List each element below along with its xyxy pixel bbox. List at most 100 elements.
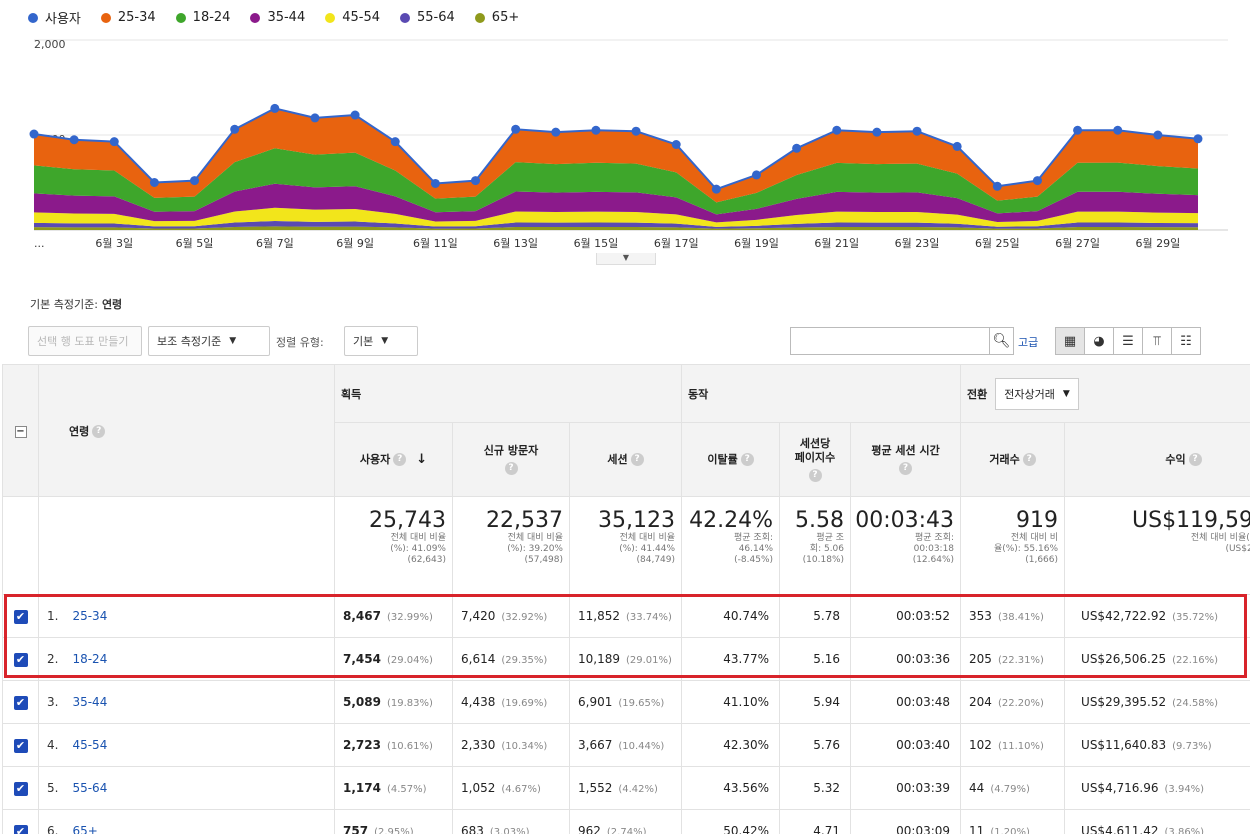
advanced-filter-link[interactable]: 고급	[1018, 336, 1039, 349]
users-data-point[interactable]	[29, 129, 39, 139]
chart-collapse-toggle[interactable]: ▼	[596, 253, 656, 265]
x-tick-label: 6월 17일	[654, 236, 699, 250]
column-header-users[interactable]: 사용자? ↓	[334, 422, 453, 497]
column-header-transactions[interactable]: 거래수?	[960, 422, 1066, 497]
column-header-revenue[interactable]: 수익?	[1064, 422, 1250, 497]
help-icon[interactable]: ?	[1022, 453, 1036, 466]
users-data-point[interactable]	[190, 176, 200, 186]
users-data-point[interactable]	[511, 124, 521, 134]
select-all-checkbox-cell[interactable]: −	[2, 364, 39, 497]
row-checkbox-cell[interactable]: ✔	[2, 637, 39, 681]
users-data-point[interactable]	[872, 127, 882, 137]
row-checkbox-cell[interactable]: ✔	[2, 723, 39, 767]
dimension-header[interactable]: 연령?	[38, 364, 335, 497]
age-group-link[interactable]: 18-24	[72, 652, 108, 666]
checkbox-checked-icon[interactable]: ✔	[13, 652, 28, 667]
pages-value: 5.76	[813, 738, 841, 752]
users-data-point[interactable]	[350, 110, 360, 120]
comparison-view-icon[interactable]: ⫪	[1142, 327, 1172, 355]
users-data-point[interactable]	[832, 125, 842, 135]
users-data-point[interactable]	[1073, 125, 1083, 135]
bar-view-icon[interactable]: ☰	[1113, 327, 1143, 355]
users-data-point[interactable]	[270, 103, 280, 113]
column-header-pages-per-session[interactable]: 세션당 페이지수?	[779, 422, 852, 497]
users-data-point[interactable]	[1113, 125, 1123, 135]
users-data-point[interactable]	[751, 170, 761, 180]
users-data-point[interactable]	[390, 137, 400, 147]
legend-item[interactable]: 35-44	[250, 8, 305, 27]
age-group-link[interactable]: 35-44	[72, 695, 108, 709]
column-header-sessions[interactable]: 세션?	[568, 422, 683, 497]
users-data-point[interactable]	[952, 141, 962, 151]
users-data-point[interactable]	[430, 178, 440, 188]
users-data-point[interactable]	[1193, 134, 1203, 144]
table-row[interactable]: ✔ 5. 55-64 1,174 (4.57%) 1,052 (4.67%) 1,552 (4.…	[2, 766, 1250, 810]
users-data-point[interactable]	[671, 140, 681, 149]
row-checkbox-cell[interactable]: ✔	[2, 680, 39, 724]
legend-item[interactable]: 사용자	[28, 8, 81, 27]
table-search-input[interactable]	[790, 327, 990, 355]
age-group-link[interactable]: 25-34	[72, 609, 108, 623]
row-checkbox-cell[interactable]: ✔	[2, 594, 39, 638]
deselect-all-icon[interactable]: −	[14, 425, 27, 438]
table-row[interactable]: ✔ 1. 25-34 8,467 (32.99%) 7,420 (32.92%) 11,852…	[2, 594, 1250, 638]
pivot-view-icon[interactable]: ☷	[1171, 327, 1201, 355]
age-group-link[interactable]: 45-54	[72, 738, 108, 752]
users-data-point[interactable]	[912, 126, 922, 136]
table-row[interactable]: ✔ 3. 35-44 5,089 (19.83%) 4,438 (19.69%) 6,901 (…	[2, 680, 1250, 724]
users-data-point[interactable]	[1153, 130, 1163, 140]
age-group-link[interactable]: 65+	[72, 824, 98, 834]
sort-descending-icon[interactable]: ↓	[416, 451, 428, 467]
primary-dimension-value[interactable]: 연령	[101, 298, 123, 311]
table-row[interactable]: ✔ 6. 65+ 757 (2.95%) 683 (3.03%) 962 (2.74%) 50.4…	[2, 809, 1250, 834]
search-icon[interactable]: 🔍︎	[990, 327, 1014, 355]
users-data-point[interactable]	[149, 178, 159, 187]
column-header-bounce-rate[interactable]: 이탈률?	[681, 422, 781, 497]
age-group-link[interactable]: 55-64	[72, 781, 108, 795]
legend-item[interactable]: 55-64	[400, 8, 455, 27]
help-icon[interactable]: ?	[1188, 453, 1202, 466]
table-row[interactable]: ✔ 4. 45-54 2,723 (10.61%) 2,330 (10.34%) 3,667 (…	[2, 723, 1250, 767]
column-header-avg-session-duration[interactable]: 평균 세션 시간?	[850, 422, 962, 497]
transactions-header-label: 거래수	[989, 452, 1020, 466]
help-icon[interactable]: ?	[899, 462, 913, 475]
column-header-new-users[interactable]: 신규 방문자?	[452, 422, 570, 497]
table-row[interactable]: ✔ 2. 18-24 7,454 (29.04%) 6,614 (29.35%) 10,189…	[2, 637, 1250, 681]
users-data-point[interactable]	[551, 127, 561, 137]
help-icon[interactable]: ?	[92, 425, 106, 438]
help-icon[interactable]: ?	[393, 453, 407, 466]
help-icon[interactable]: ?	[808, 469, 822, 482]
row-checkbox-cell[interactable]: ✔	[2, 766, 39, 810]
conversion-type-dropdown[interactable]: 전자상거래 ▼	[995, 377, 1079, 410]
users-data-point[interactable]	[69, 135, 79, 145]
users-data-point[interactable]	[792, 143, 802, 153]
legend-item[interactable]: 18-24	[175, 8, 230, 27]
users-data-point[interactable]	[711, 184, 721, 194]
help-icon[interactable]: ?	[630, 453, 644, 466]
users-data-point[interactable]	[310, 113, 320, 123]
users-data-point[interactable]	[992, 181, 1002, 191]
grid-view-icon[interactable]: ▦	[1055, 327, 1085, 355]
pie-view-icon[interactable]: ◕	[1084, 327, 1114, 355]
legend-item[interactable]: 65+	[474, 8, 519, 27]
checkbox-checked-icon[interactable]: ✔	[13, 824, 28, 834]
checkbox-checked-icon[interactable]: ✔	[13, 738, 28, 753]
sort-type-dropdown[interactable]: 기본 ▼	[344, 326, 418, 356]
row-checkbox-cell[interactable]: ✔	[2, 809, 39, 834]
legend-item[interactable]: 45-54	[325, 8, 380, 27]
create-chart-from-rows-button[interactable]: 선택 행 도표 만들기	[28, 326, 142, 356]
users-data-point[interactable]	[1032, 176, 1042, 186]
legend-item[interactable]: 25-34	[100, 8, 156, 27]
users-data-point[interactable]	[230, 124, 240, 134]
help-icon[interactable]: ?	[504, 462, 518, 475]
users-data-point[interactable]	[471, 176, 481, 186]
users-data-point[interactable]	[631, 126, 641, 136]
checkbox-checked-icon[interactable]: ✔	[13, 609, 28, 624]
secondary-dimension-dropdown[interactable]: 보조 측정기준 ▼	[148, 326, 270, 356]
users-data-point[interactable]	[109, 137, 119, 147]
help-icon[interactable]: ?	[740, 453, 754, 466]
checkbox-checked-icon[interactable]: ✔	[13, 781, 28, 796]
checkbox-checked-icon[interactable]: ✔	[13, 695, 28, 710]
new-users-percent: (3.03%)	[489, 827, 530, 834]
users-data-point[interactable]	[591, 125, 601, 135]
